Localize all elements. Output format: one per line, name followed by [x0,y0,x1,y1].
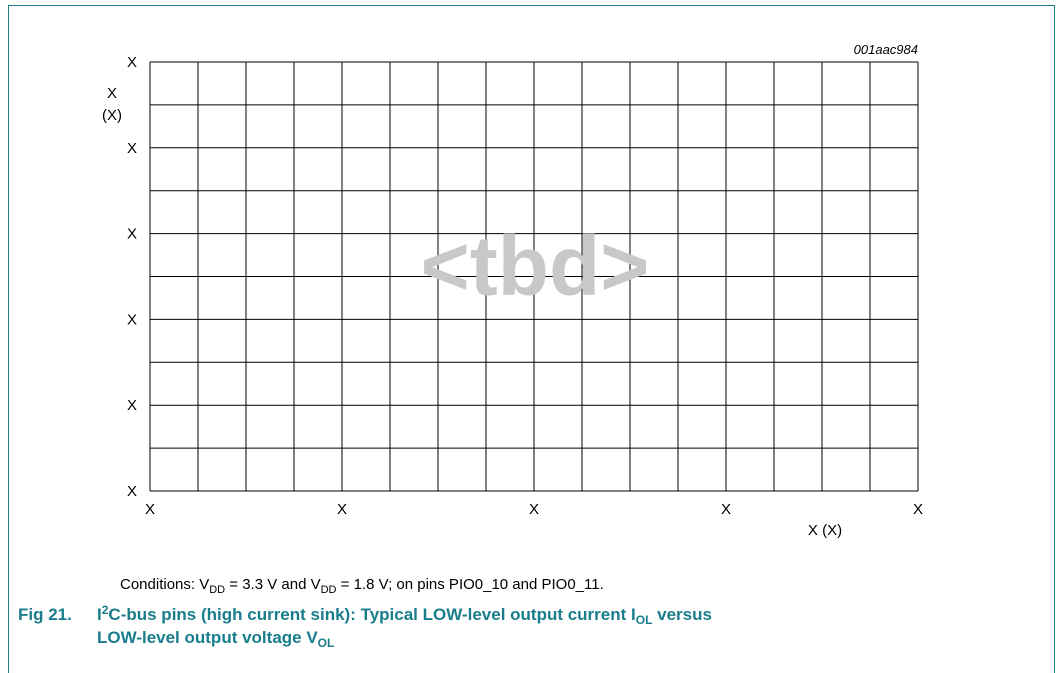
text: Conditions: V [120,576,209,593]
conditions: Conditions: VDD = 3.3 V and VDD = 1.8 V;… [120,576,604,596]
x-tick-label: X [145,501,155,518]
x-tick-label: X [337,501,347,518]
caption-line: LOW-level output voltage VOL [97,628,334,650]
x-tick-label: X [721,501,731,518]
x-tick-label: X [529,501,539,518]
text: LOW-level output voltage V [97,628,318,647]
text: I [97,605,102,624]
x-axis-label: X (X) [808,522,842,539]
y-tick-label: X [127,397,137,414]
subscript: OL [636,613,653,627]
y-tick-label: X [127,54,137,71]
text: = 1.8 V; on pins PIO0_10 and PIO0_11. [337,576,604,593]
superscript: 2 [102,603,109,617]
subscript: DD [209,584,225,596]
frame [8,5,1055,673]
y-axis-label: X [107,85,117,102]
caption-line: I2C-bus pins (high current sink): Typica… [97,603,712,627]
plot-grid [149,61,919,492]
y-tick-label: X [127,140,137,157]
x-tick-label: X [913,501,923,518]
subscript: DD [321,584,337,596]
text: C-bus pins (high current sink): Typical … [108,605,635,624]
y-tick-label: X [127,226,137,243]
y-tick-label: X [127,483,137,500]
caption-number: Fig 21. [18,605,72,624]
subscript: OL [318,636,335,650]
text: = 3.3 V and V [225,576,321,593]
placeholder: <tbd> [421,219,650,313]
figure-id: 001aac984 [854,42,918,57]
y-axis-unit: (X) [102,107,122,124]
text: versus [652,605,712,624]
y-tick-label: X [127,311,137,328]
